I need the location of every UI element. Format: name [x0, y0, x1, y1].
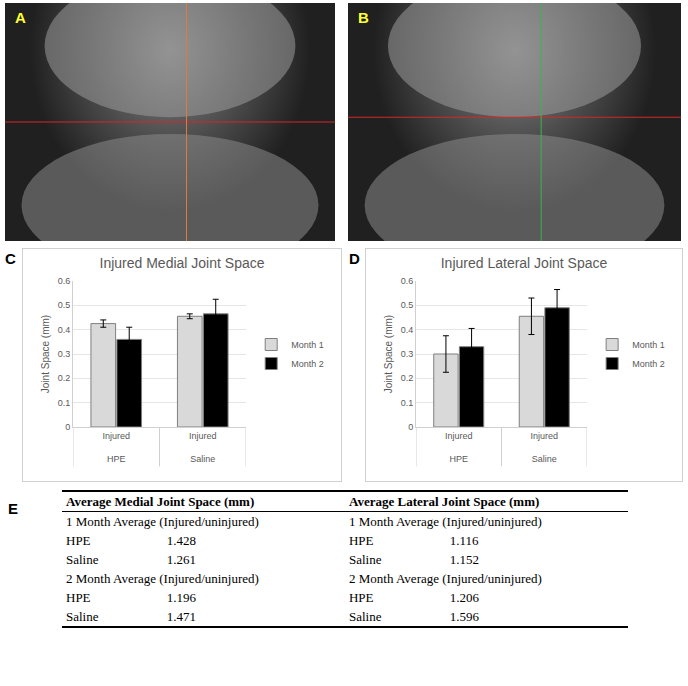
html-text:E: E: [8, 500, 18, 517]
html-text:C: C: [5, 250, 16, 267]
svg-text:Injured Lateral Joint Space: Injured Lateral Joint Space: [441, 255, 608, 271]
svg-text:0.3: 0.3: [58, 349, 71, 359]
html-text:Saline: Saline: [66, 551, 99, 567]
svg-text:InjuredSaline: InjuredSaline: [189, 431, 217, 464]
svg-text:0.5: 0.5: [401, 300, 414, 310]
html-text:2 Month Average (Injured/uninj: 2 Month Average (Injured/uninjured): [66, 570, 259, 586]
html-text:A: A: [15, 9, 26, 26]
svg-text:Month 2: Month 2: [632, 359, 665, 369]
html-text:1.152: 1.152: [449, 551, 479, 567]
svg-text:Month 2: Month 2: [291, 359, 324, 369]
html-text:HPE: HPE: [349, 532, 374, 548]
svg-text:0.2: 0.2: [58, 373, 71, 383]
svg-text:0.2: 0.2: [401, 373, 414, 383]
html-text:Average Lateral Joint Space (m: Average Lateral Joint Space (mm): [349, 493, 540, 509]
html-text:1.596: 1.596: [449, 608, 479, 624]
svg-text:InjuredHPE: InjuredHPE: [445, 431, 473, 464]
svg-text:Joint Space (mm): Joint Space (mm): [40, 315, 51, 393]
html-text:1.261: 1.261: [166, 551, 196, 567]
html-text:D: D: [349, 250, 360, 267]
html-text:Saline: Saline: [66, 608, 99, 624]
html-text:1.428: 1.428: [166, 532, 196, 548]
svg-text:Injured Medial Joint Space: Injured Medial Joint Space: [100, 255, 265, 271]
svg-text:0: 0: [408, 422, 413, 432]
svg-text:Month 1: Month 1: [291, 340, 324, 350]
svg-text:Month 1: Month 1: [632, 340, 665, 350]
html-text:Average Medial Joint Space (mm: Average Medial Joint Space (mm): [66, 493, 255, 509]
html-text:1.471: 1.471: [166, 608, 196, 624]
svg-text:0.1: 0.1: [401, 398, 414, 408]
html-text:HPE: HPE: [66, 589, 91, 605]
svg-text:InjuredHPE: InjuredHPE: [102, 431, 130, 464]
html-text:2 Month Average (Injured/uninj: 2 Month Average (Injured/uninjured): [349, 570, 542, 586]
html-text:HPE: HPE: [66, 532, 91, 548]
svg-text:Joint Space (mm): Joint Space (mm): [383, 315, 394, 393]
html-text:1.116: 1.116: [449, 532, 479, 548]
html-text:1.206: 1.206: [449, 589, 479, 605]
svg-text:0.6: 0.6: [401, 276, 414, 286]
svg-text:0.3: 0.3: [401, 349, 414, 359]
svg-text:0.4: 0.4: [58, 325, 71, 335]
html-text:1.196: 1.196: [166, 589, 196, 605]
svg-text:0: 0: [65, 422, 70, 432]
html-text:HPE: HPE: [349, 589, 374, 605]
html-text:1 Month Average (Injured/uninj: 1 Month Average (Injured/uninjured): [66, 513, 259, 529]
svg-text:InjuredSaline: InjuredSaline: [530, 431, 558, 464]
svg-text:0.4: 0.4: [401, 325, 414, 335]
html-text:1 Month Average (Injured/uninj: 1 Month Average (Injured/uninjured): [349, 513, 542, 529]
svg-text:0.5: 0.5: [58, 300, 71, 310]
svg-text:0.1: 0.1: [58, 398, 71, 408]
html-text:Saline: Saline: [349, 608, 382, 624]
svg-text:0.6: 0.6: [58, 276, 71, 286]
html-text:B: B: [358, 9, 369, 26]
html-text:Saline: Saline: [349, 551, 382, 567]
